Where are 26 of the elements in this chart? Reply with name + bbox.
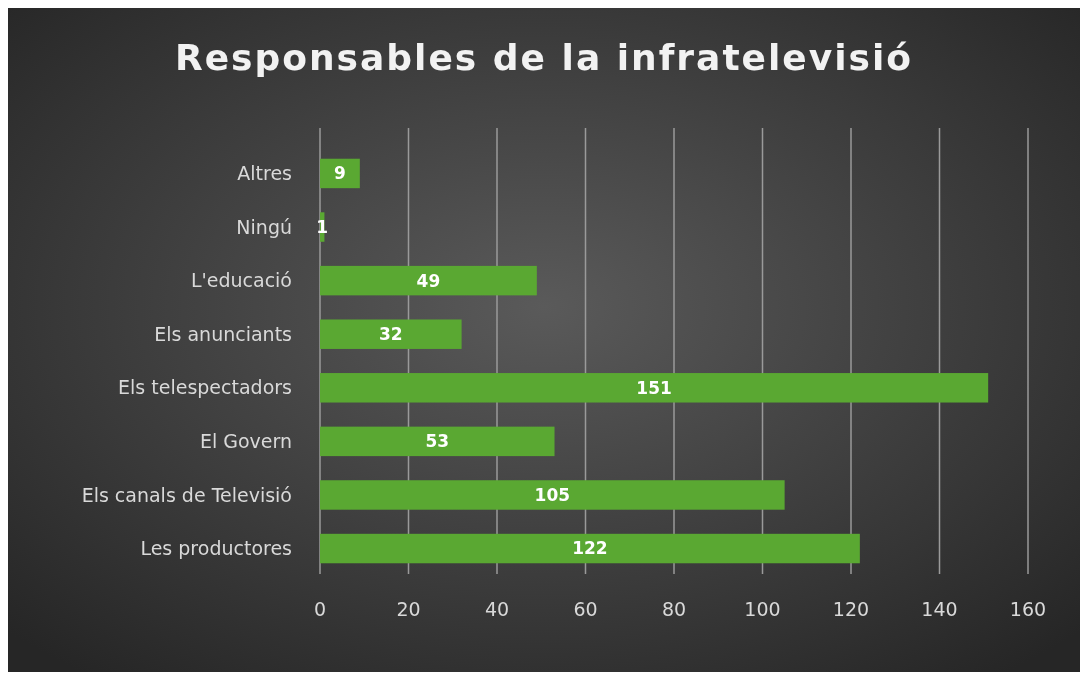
- x-tick-label: 100: [744, 598, 781, 620]
- data-label: 32: [378, 324, 403, 345]
- data-label: 151: [636, 377, 672, 398]
- data-label: 53: [425, 431, 450, 452]
- y-tick-label: Les productores: [140, 537, 292, 560]
- data-label: 122: [572, 538, 608, 559]
- x-tick-label: 120: [832, 598, 870, 620]
- y-tick-label: Altres: [237, 162, 292, 185]
- y-tick-label: L'educació: [190, 269, 292, 292]
- y-tick-label: Els telespectadors: [118, 376, 292, 399]
- data-label: 105: [534, 484, 571, 505]
- x-tick-label: 80: [661, 598, 687, 620]
- x-tick-label: 60: [573, 598, 598, 620]
- y-tick-label: Els anunciants: [154, 322, 292, 345]
- x-tick-label: 20: [396, 598, 421, 620]
- chart-title: Responsables de la infratelevisió: [174, 37, 914, 78]
- y-tick-label: Ningú: [236, 215, 292, 238]
- x-tick-label: 0: [313, 598, 327, 620]
- x-tick-label: 140: [921, 598, 958, 620]
- y-tick-label: Els canals de Televisió: [81, 483, 292, 506]
- data-label: 9: [333, 163, 346, 184]
- x-tick-label: 160: [1009, 598, 1047, 620]
- data-label: 1: [316, 216, 329, 237]
- y-tick-label: El Govern: [199, 430, 292, 453]
- x-tick-label: 40: [484, 598, 510, 620]
- data-label: 49: [416, 270, 441, 291]
